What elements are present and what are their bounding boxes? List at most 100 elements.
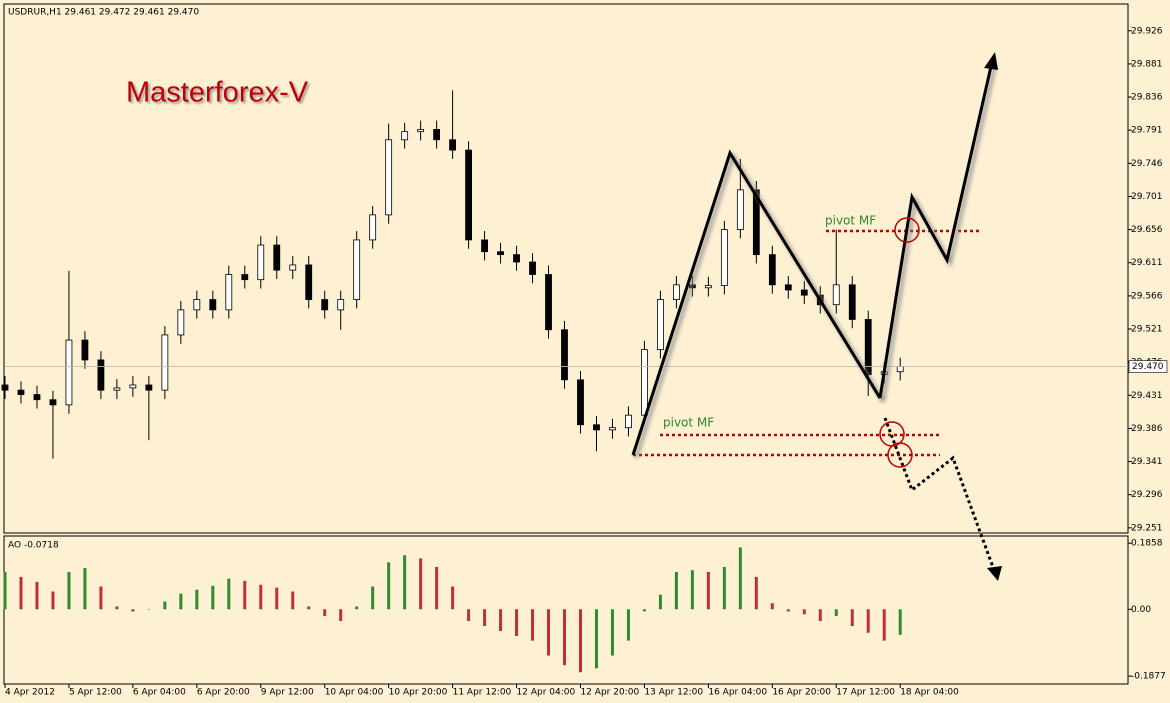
candle-body xyxy=(577,379,584,426)
ao-bar xyxy=(738,547,742,610)
x-tick-label: 17 Apr 12:00 xyxy=(836,688,895,698)
ao-bar xyxy=(610,609,614,656)
y-tick-label: 0.1858 xyxy=(1131,539,1163,549)
ao-bar xyxy=(211,585,215,610)
ao-bar xyxy=(403,555,407,610)
ao-bar xyxy=(195,589,199,610)
ao-bar xyxy=(275,587,279,610)
candle-body xyxy=(193,299,201,311)
y-tick-label: 29.386 xyxy=(1131,424,1163,434)
candle-body xyxy=(257,244,265,281)
ao-bar xyxy=(770,603,774,610)
forecast-down xyxy=(883,417,996,571)
candle-body xyxy=(864,319,872,376)
circle xyxy=(894,217,920,243)
ao-bar xyxy=(722,566,726,610)
candle-body xyxy=(385,139,393,216)
ao-bar xyxy=(467,609,471,622)
ao-bar xyxy=(658,594,662,610)
candle-body xyxy=(433,129,441,141)
ao-bar xyxy=(531,609,535,641)
x-tick-label: 12 Apr 20:00 xyxy=(580,688,639,698)
ao-bar xyxy=(483,609,487,627)
y-tick-label: 29.881 xyxy=(1131,59,1163,69)
ao-bar xyxy=(578,609,582,673)
candle-body xyxy=(33,394,41,401)
x-tick-label: 16 Apr 04:00 xyxy=(708,688,767,698)
x-tick-label: 18 Apr 04:00 xyxy=(900,688,959,698)
pivot-label: pivot MF xyxy=(663,416,714,430)
candle-body xyxy=(641,349,648,416)
x-tick-label: 10 Apr 20:00 xyxy=(389,688,448,698)
candle-body xyxy=(657,299,664,351)
ao-bar xyxy=(339,609,343,622)
candle-body xyxy=(129,384,137,389)
ao-bar xyxy=(115,606,119,610)
ao-bar xyxy=(626,609,630,641)
candle-body xyxy=(497,251,504,256)
candle-body xyxy=(177,309,185,336)
y-tick-label: 29.746 xyxy=(1131,159,1163,169)
candle-body xyxy=(1,384,9,391)
candle-body xyxy=(449,139,457,151)
candle-body xyxy=(113,387,121,391)
y-tick-label: 29.251 xyxy=(1131,523,1163,533)
candle-body xyxy=(481,239,488,253)
candle-body xyxy=(97,359,105,391)
x-tick-label: 13 Apr 12:00 xyxy=(644,688,703,698)
ao-bar xyxy=(834,609,838,617)
last-price-box xyxy=(1128,360,1168,373)
pivot-label: pivot MF xyxy=(825,214,876,228)
ao-bar xyxy=(499,609,503,631)
y-tick-label: 29.656 xyxy=(1131,225,1163,235)
y-tick-label: 29.791 xyxy=(1131,126,1163,136)
candle-body xyxy=(465,149,472,241)
circle xyxy=(887,442,913,468)
candle-body xyxy=(848,284,856,320)
candle-body xyxy=(145,384,153,391)
price-panel xyxy=(3,3,1129,534)
candle-body xyxy=(513,254,520,263)
ao-bar xyxy=(786,609,790,612)
candle-body xyxy=(720,229,728,286)
ao-bar xyxy=(818,609,822,622)
drawings: pivot MF pivot MF xyxy=(631,52,1002,581)
candle-body xyxy=(736,189,744,231)
ao-bar xyxy=(371,586,375,610)
x-tick-label: 6 Apr 20:00 xyxy=(197,688,250,698)
candle-body xyxy=(305,264,313,300)
x-tick-label: 10 Apr 04:00 xyxy=(325,688,384,698)
x-tick-label: 5 Apr 12:00 xyxy=(69,688,122,698)
ao-bar xyxy=(51,591,55,610)
candle-body xyxy=(273,244,281,271)
y-tick-label: 29.566 xyxy=(1131,291,1163,301)
arrow-head xyxy=(984,52,998,70)
ao-bar xyxy=(131,609,135,612)
ao-bar xyxy=(674,571,678,610)
candle-body xyxy=(609,427,616,431)
candle-body xyxy=(289,264,297,271)
x-tick-label: 11 Apr 12:00 xyxy=(453,688,512,698)
y-tick-label: 0.00 xyxy=(1131,605,1151,615)
x-tick-label: 16 Apr 20:00 xyxy=(772,688,831,698)
ao-bar xyxy=(355,606,359,610)
arrow-head xyxy=(987,566,1002,581)
ao-panel xyxy=(3,535,1129,685)
ao-bar xyxy=(594,609,598,669)
x-tick-label: 4 Apr 2012 xyxy=(5,688,55,698)
last-price-label: 29.470 xyxy=(1132,362,1164,372)
ao-bar xyxy=(179,593,183,610)
ao-bar xyxy=(690,570,694,610)
candle-body xyxy=(337,299,345,311)
y-tick-label: 29.521 xyxy=(1131,325,1163,335)
ao-bar xyxy=(387,562,391,610)
candle-body xyxy=(401,131,409,141)
candle-body xyxy=(161,334,169,391)
y-tick-label: 29.341 xyxy=(1131,457,1163,467)
ao-bar xyxy=(547,609,551,656)
candle-body xyxy=(784,284,792,291)
ao-bar xyxy=(19,576,23,610)
ao-bar xyxy=(802,609,806,615)
y-tick-label: 29.611 xyxy=(1131,258,1163,268)
